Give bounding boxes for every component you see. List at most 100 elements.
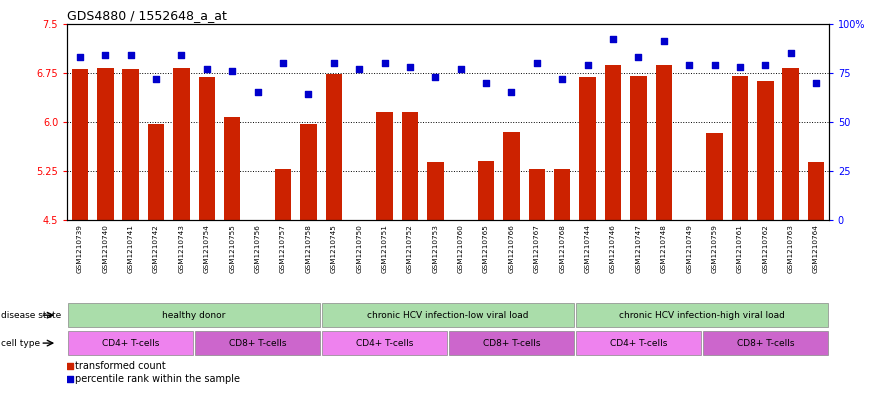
Point bbox=[265, 201, 280, 207]
Text: GSM1210762: GSM1210762 bbox=[762, 224, 769, 273]
Text: chronic HCV infection-low viral load: chronic HCV infection-low viral load bbox=[367, 311, 529, 320]
Bar bbox=[173, 68, 190, 220]
Bar bbox=[580, 77, 596, 220]
Point bbox=[530, 60, 544, 66]
Text: percentile rank within the sample: percentile rank within the sample bbox=[75, 375, 240, 384]
Bar bbox=[199, 77, 215, 220]
Bar bbox=[300, 125, 316, 220]
Text: GSM1210742: GSM1210742 bbox=[153, 224, 159, 273]
Text: GSM1210756: GSM1210756 bbox=[254, 224, 261, 273]
Text: GSM1210757: GSM1210757 bbox=[280, 224, 286, 273]
Point bbox=[73, 54, 87, 60]
Bar bbox=[504, 132, 520, 220]
Text: CD8+ T-cells: CD8+ T-cells bbox=[228, 339, 287, 347]
Text: transformed count: transformed count bbox=[75, 360, 166, 371]
Text: GSM1210759: GSM1210759 bbox=[711, 224, 718, 273]
Bar bbox=[757, 81, 773, 220]
Point bbox=[301, 91, 315, 97]
Bar bbox=[68, 331, 193, 355]
Text: GSM1210761: GSM1210761 bbox=[737, 224, 743, 273]
Bar bbox=[323, 303, 573, 327]
Point bbox=[377, 60, 392, 66]
Text: CD4+ T-cells: CD4+ T-cells bbox=[356, 339, 413, 347]
Bar bbox=[656, 65, 672, 220]
Point bbox=[99, 52, 113, 58]
Point bbox=[200, 66, 214, 72]
Point bbox=[124, 52, 138, 58]
Point bbox=[453, 66, 468, 72]
Bar bbox=[782, 68, 799, 220]
Text: GSM1210753: GSM1210753 bbox=[432, 224, 438, 273]
Point bbox=[428, 73, 443, 80]
Point bbox=[682, 62, 696, 68]
Point bbox=[758, 62, 772, 68]
Bar bbox=[529, 169, 545, 220]
Point bbox=[631, 54, 645, 60]
Text: cell type: cell type bbox=[1, 339, 40, 347]
Text: GSM1210749: GSM1210749 bbox=[686, 224, 693, 273]
Text: GSM1210744: GSM1210744 bbox=[584, 224, 590, 273]
Text: GSM1210764: GSM1210764 bbox=[813, 224, 819, 273]
Text: chronic HCV infection-high viral load: chronic HCV infection-high viral load bbox=[619, 311, 785, 320]
Bar bbox=[808, 162, 824, 220]
Bar bbox=[148, 125, 164, 220]
Text: CD4+ T-cells: CD4+ T-cells bbox=[609, 339, 668, 347]
Bar bbox=[576, 331, 701, 355]
Point bbox=[251, 89, 265, 95]
Point bbox=[606, 36, 620, 42]
Point bbox=[809, 79, 823, 86]
Text: GSM1210766: GSM1210766 bbox=[508, 224, 514, 273]
Text: GSM1210758: GSM1210758 bbox=[306, 224, 312, 273]
Text: GSM1210752: GSM1210752 bbox=[407, 224, 413, 273]
Text: GSM1210746: GSM1210746 bbox=[610, 224, 616, 273]
Bar bbox=[554, 169, 571, 220]
Point bbox=[276, 60, 290, 66]
Text: GSM1210763: GSM1210763 bbox=[788, 224, 794, 273]
Text: GSM1210747: GSM1210747 bbox=[635, 224, 642, 273]
Point bbox=[225, 68, 239, 74]
Bar bbox=[478, 161, 495, 220]
Point bbox=[556, 75, 570, 82]
Bar bbox=[401, 112, 418, 220]
Bar bbox=[224, 117, 240, 220]
Text: CD8+ T-cells: CD8+ T-cells bbox=[483, 339, 540, 347]
Point bbox=[265, 326, 280, 332]
Bar bbox=[97, 68, 114, 220]
Bar bbox=[325, 74, 342, 220]
Text: GSM1210745: GSM1210745 bbox=[331, 224, 337, 273]
Text: GSM1210741: GSM1210741 bbox=[127, 224, 134, 273]
Text: disease state: disease state bbox=[1, 311, 61, 320]
Text: healthy donor: healthy donor bbox=[162, 311, 226, 320]
Text: GSM1210768: GSM1210768 bbox=[559, 224, 565, 273]
Bar bbox=[427, 162, 444, 220]
Bar bbox=[630, 76, 647, 220]
Text: GSM1210760: GSM1210760 bbox=[458, 224, 464, 273]
Point bbox=[403, 64, 418, 70]
Point bbox=[657, 38, 671, 44]
Point bbox=[708, 62, 722, 68]
Point bbox=[733, 64, 747, 70]
Text: CD8+ T-cells: CD8+ T-cells bbox=[737, 339, 794, 347]
Bar bbox=[195, 331, 320, 355]
Point bbox=[478, 79, 493, 86]
Bar bbox=[706, 133, 723, 220]
Point bbox=[581, 62, 595, 68]
Text: GSM1210740: GSM1210740 bbox=[102, 224, 108, 273]
Point bbox=[174, 52, 189, 58]
Point bbox=[504, 89, 519, 95]
Text: GDS4880 / 1552648_a_at: GDS4880 / 1552648_a_at bbox=[67, 9, 227, 22]
Text: GSM1210754: GSM1210754 bbox=[203, 224, 210, 273]
Text: GSM1210748: GSM1210748 bbox=[660, 224, 667, 273]
Point bbox=[149, 75, 163, 82]
Text: GSM1210739: GSM1210739 bbox=[77, 224, 83, 273]
Point bbox=[327, 60, 341, 66]
Text: GSM1210751: GSM1210751 bbox=[382, 224, 388, 273]
Bar bbox=[68, 303, 320, 327]
Point bbox=[352, 66, 366, 72]
Bar bbox=[605, 65, 621, 220]
Bar bbox=[376, 112, 392, 220]
Bar bbox=[576, 303, 828, 327]
Text: GSM1210755: GSM1210755 bbox=[229, 224, 236, 273]
Bar bbox=[275, 169, 291, 220]
Point bbox=[783, 50, 798, 56]
